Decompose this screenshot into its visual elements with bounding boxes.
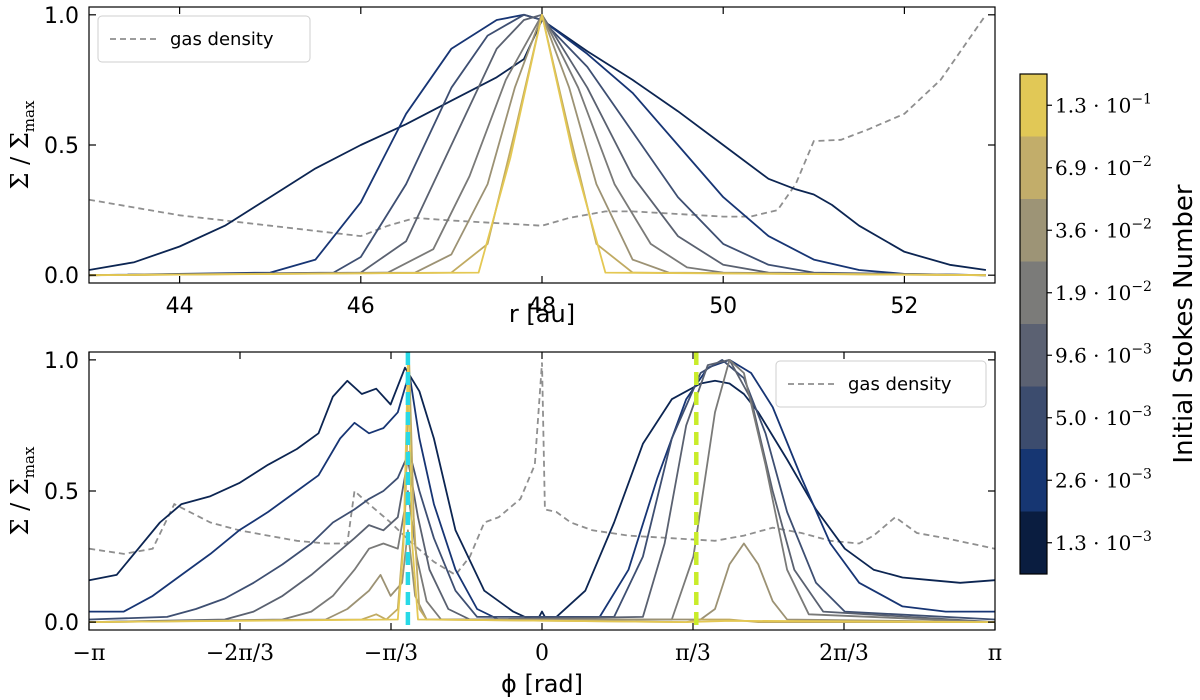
top-ytick-label: 0.5 bbox=[44, 134, 79, 159]
bottom-ylabel: Σ / Σmax bbox=[6, 446, 38, 535]
colorbar-cell-1 bbox=[1020, 449, 1047, 512]
bottom-xtick-label: 0 bbox=[535, 641, 549, 666]
top-xtick-label: 50 bbox=[709, 294, 737, 319]
colorbar-label-0: 1.3 · 10−3 bbox=[1055, 529, 1152, 555]
bottom-ytick-label: 1.0 bbox=[44, 349, 79, 374]
bottom-legend: gas density bbox=[775, 360, 987, 408]
bottom-series-line-7 bbox=[89, 359, 995, 623]
colorbar-cell-6 bbox=[1020, 136, 1047, 199]
colorbar: 1.3 · 10−3 2.6 · 10−3 5.0 · 10−3 9.6 · 10−3… bbox=[1019, 73, 1199, 575]
bottom-series-line-6 bbox=[89, 364, 995, 623]
top-xtick-label: 48 bbox=[528, 294, 556, 319]
colorbar-label-5: 3.6 · 10−2 bbox=[1055, 216, 1152, 242]
top-series-line-7 bbox=[89, 13, 986, 277]
top-series-line-0 bbox=[89, 19, 987, 271]
bottom-gas-density-line bbox=[89, 362, 995, 577]
colorbar-cell-7 bbox=[1020, 74, 1047, 137]
bottom-xtick-label: −π/3 bbox=[364, 641, 418, 666]
colorbar-title: Initial Stokes Number bbox=[1169, 184, 1199, 464]
bottom-xtick-label: −π bbox=[73, 641, 106, 666]
colorbar-cell-3 bbox=[1020, 324, 1047, 387]
colorbar-label-1: 2.6 · 10−3 bbox=[1055, 466, 1152, 492]
top-series-line-4 bbox=[89, 13, 986, 277]
top-ticks: 44 46 48 50 52 0.0 0.5 1.0 bbox=[44, 4, 995, 319]
bottom-xtick-label: −2π/3 bbox=[206, 641, 274, 666]
top-xtick-label: 52 bbox=[890, 294, 918, 319]
bottom-xtick-label: π bbox=[988, 641, 1002, 666]
colorbar-cell-4 bbox=[1020, 261, 1047, 324]
bottom-xtick-label: π/3 bbox=[675, 641, 711, 666]
top-series-line-2 bbox=[89, 13, 986, 277]
top-gas-density-line bbox=[89, 14, 987, 238]
top-panel: 44 46 48 50 52 0.0 0.5 1.0 r [au] Σ / Σmax gas … bbox=[6, 4, 996, 328]
colorbar-label-7: 1.3 · 10−1 bbox=[1055, 91, 1152, 117]
bottom-legend-label: gas density bbox=[848, 374, 952, 395]
top-ytick-label: 1.0 bbox=[44, 4, 79, 29]
bottom-ytick-label: 0.5 bbox=[44, 480, 79, 505]
colorbar-cell-5 bbox=[1020, 199, 1047, 262]
bottom-series-line-5 bbox=[89, 529, 995, 623]
top-legend: gas density bbox=[97, 15, 311, 63]
colorbar-frame bbox=[1019, 73, 1048, 575]
svg-text:Σ / Σmax: Σ / Σmax bbox=[6, 446, 38, 535]
bottom-series-line-3 bbox=[89, 359, 995, 623]
top-xlabel: r [au] bbox=[509, 300, 575, 328]
colorbar-cell-2 bbox=[1020, 386, 1047, 449]
colorbar-label-2: 5.0 · 10−3 bbox=[1055, 404, 1152, 430]
bottom-panel: −π −2π/3 −π/3 0 π/3 2π/3 π 0.0 0.5 1.0 ϕ [rad] Σ … bbox=[6, 349, 1002, 698]
colorbar-label-4: 1.9 · 10−2 bbox=[1055, 279, 1152, 305]
top-xtick-label: 46 bbox=[347, 294, 375, 319]
bottom-xtick-label: 2π/3 bbox=[819, 641, 869, 666]
colorbar-label-6: 6.9 · 10−2 bbox=[1055, 154, 1152, 180]
colorbar-cell-0 bbox=[1020, 511, 1047, 574]
bottom-ticks: −π −2π/3 −π/3 0 π/3 2π/3 π 0.0 0.5 1.0 bbox=[44, 349, 1002, 666]
top-ytick-label: 0.0 bbox=[44, 264, 79, 289]
bottom-ytick-label: 0.0 bbox=[44, 611, 79, 636]
bottom-series-group bbox=[89, 352, 995, 630]
colorbar-label-3: 9.6 · 10−3 bbox=[1055, 341, 1152, 367]
colorbar-cells bbox=[1020, 74, 1047, 574]
top-series-group bbox=[89, 13, 987, 277]
top-xtick-label: 44 bbox=[166, 294, 194, 319]
bottom-series-line-4 bbox=[89, 359, 995, 623]
top-legend-label: gas density bbox=[170, 29, 274, 50]
bottom-xlabel: ϕ [rad] bbox=[501, 670, 583, 698]
svg-text:Σ / Σmax: Σ / Σmax bbox=[6, 100, 38, 189]
bottom-series-line-2 bbox=[89, 359, 995, 621]
bottom-series-line-1 bbox=[89, 359, 995, 621]
colorbar-labels: 1.3 · 10−3 2.6 · 10−3 5.0 · 10−3 9.6 · 10−3… bbox=[1047, 91, 1152, 555]
top-ylabel: Σ / Σmax bbox=[6, 100, 38, 189]
top-series-line-1 bbox=[89, 13, 986, 277]
